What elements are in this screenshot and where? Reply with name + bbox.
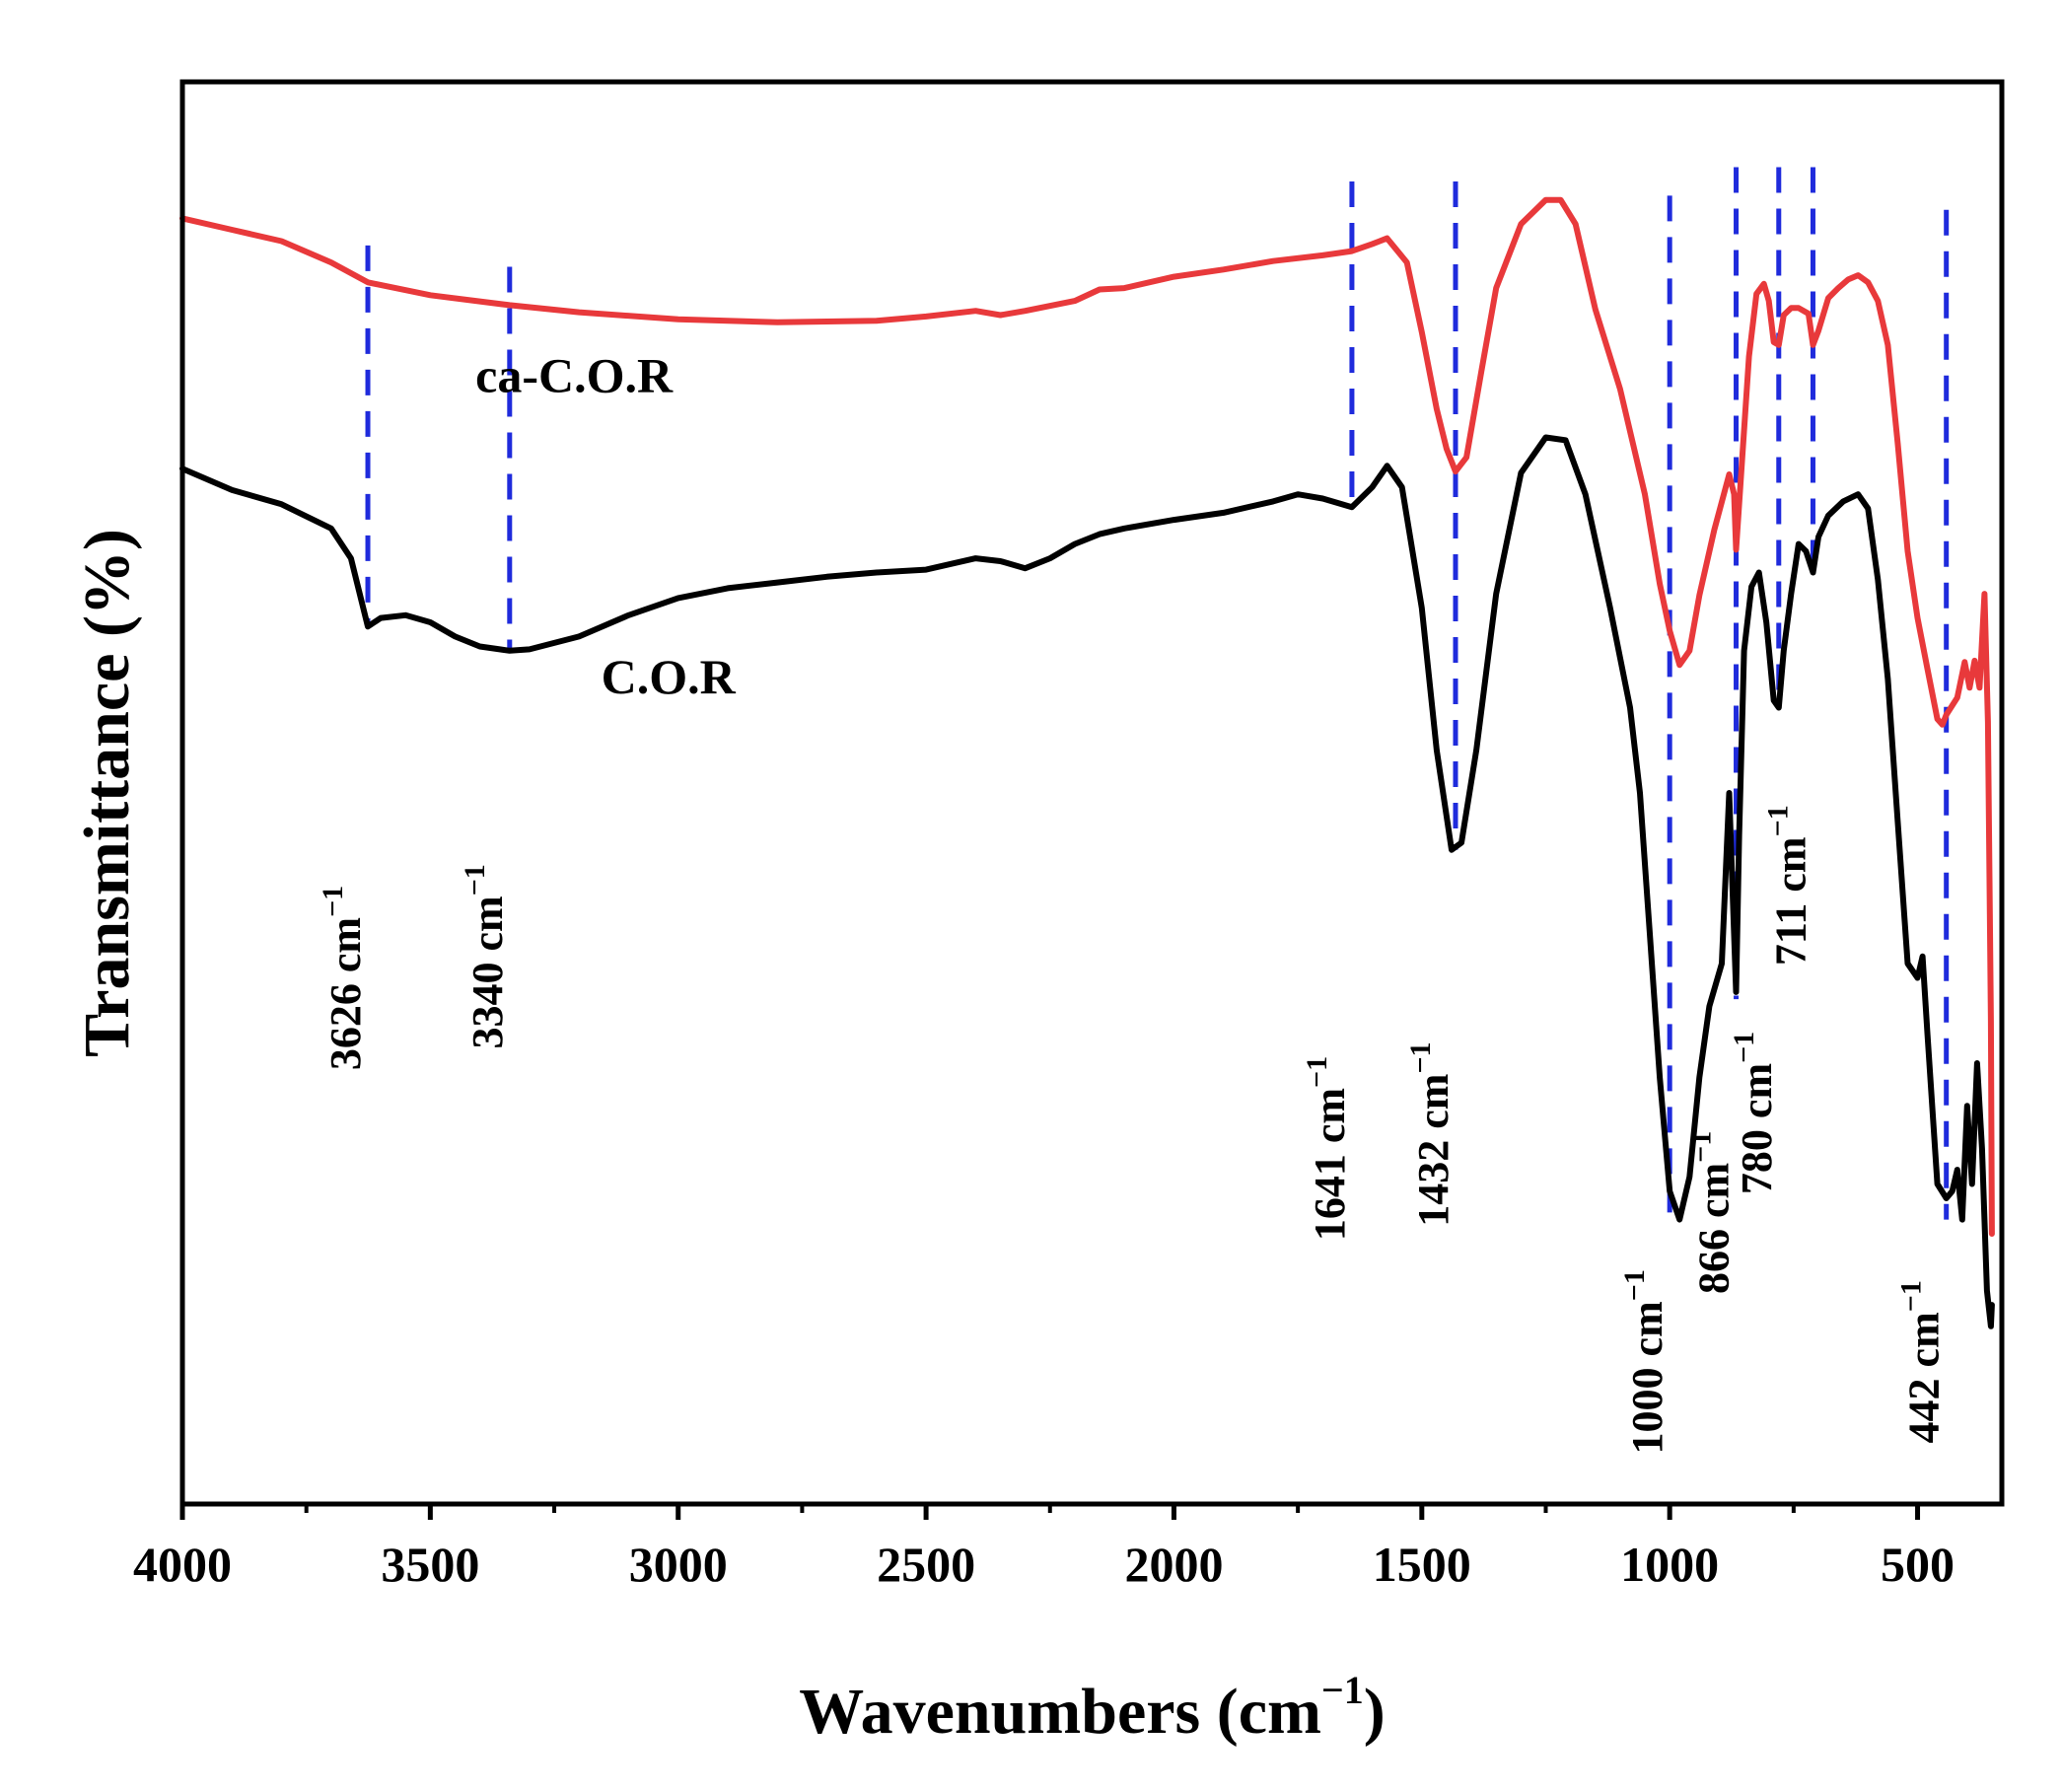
peak-label-3340: 3340 cm−1 [459, 864, 512, 1048]
x-axis: 4000 3500 3000 2500 2000 1500 1000 500 [133, 1504, 1955, 1592]
y-axis-title: Transmittance (%) [71, 529, 143, 1057]
x-tick-label-2000: 2000 [1124, 1537, 1223, 1592]
peak-label-866: 866 cm−1 [1685, 1131, 1739, 1294]
peak-label-711: 711 cm−1 [1761, 805, 1814, 966]
series-line-ca-cor [179, 196, 1995, 1237]
x-axis-title: Wavenumbers (cm−1) [799, 1668, 1386, 1748]
peak-label-780: 780 cm−1 [1728, 1032, 1781, 1194]
plot-frame [179, 79, 2005, 1507]
peak-label-1432: 1432 cm−1 [1404, 1041, 1458, 1226]
axis-titles: Wavenumbers (cm−1) Transmittance (%) [71, 529, 1386, 1748]
series-label-ca-cor: ca-C.O.R [475, 347, 674, 402]
x-tick-label-3000: 3000 [629, 1537, 728, 1592]
label-layer: 3626 cm−1 3340 cm−1 1641 cm−1 1432 cm−1 1000… [317, 347, 1949, 1454]
x-tick-label-500: 500 [1881, 1537, 1955, 1592]
x-tick-label-3500: 3500 [381, 1537, 479, 1592]
x-tick-label-1000: 1000 [1620, 1537, 1719, 1592]
peak-label-442: 442 cm−1 [1895, 1280, 1949, 1443]
x-tick-label-2500: 2500 [877, 1537, 975, 1592]
series-line-cor [179, 434, 1995, 1329]
peak-label-1641: 1641 cm−1 [1301, 1056, 1354, 1241]
peak-label-3626: 3626 cm−1 [317, 886, 370, 1070]
peak-label-1000: 1000 cm−1 [1618, 1269, 1671, 1454]
series-label-cor: C.O.R [602, 649, 737, 704]
x-tick-label-4000: 4000 [133, 1537, 232, 1592]
x-tick-label-1500: 1500 [1373, 1537, 1471, 1592]
series-layer [179, 196, 1995, 1329]
